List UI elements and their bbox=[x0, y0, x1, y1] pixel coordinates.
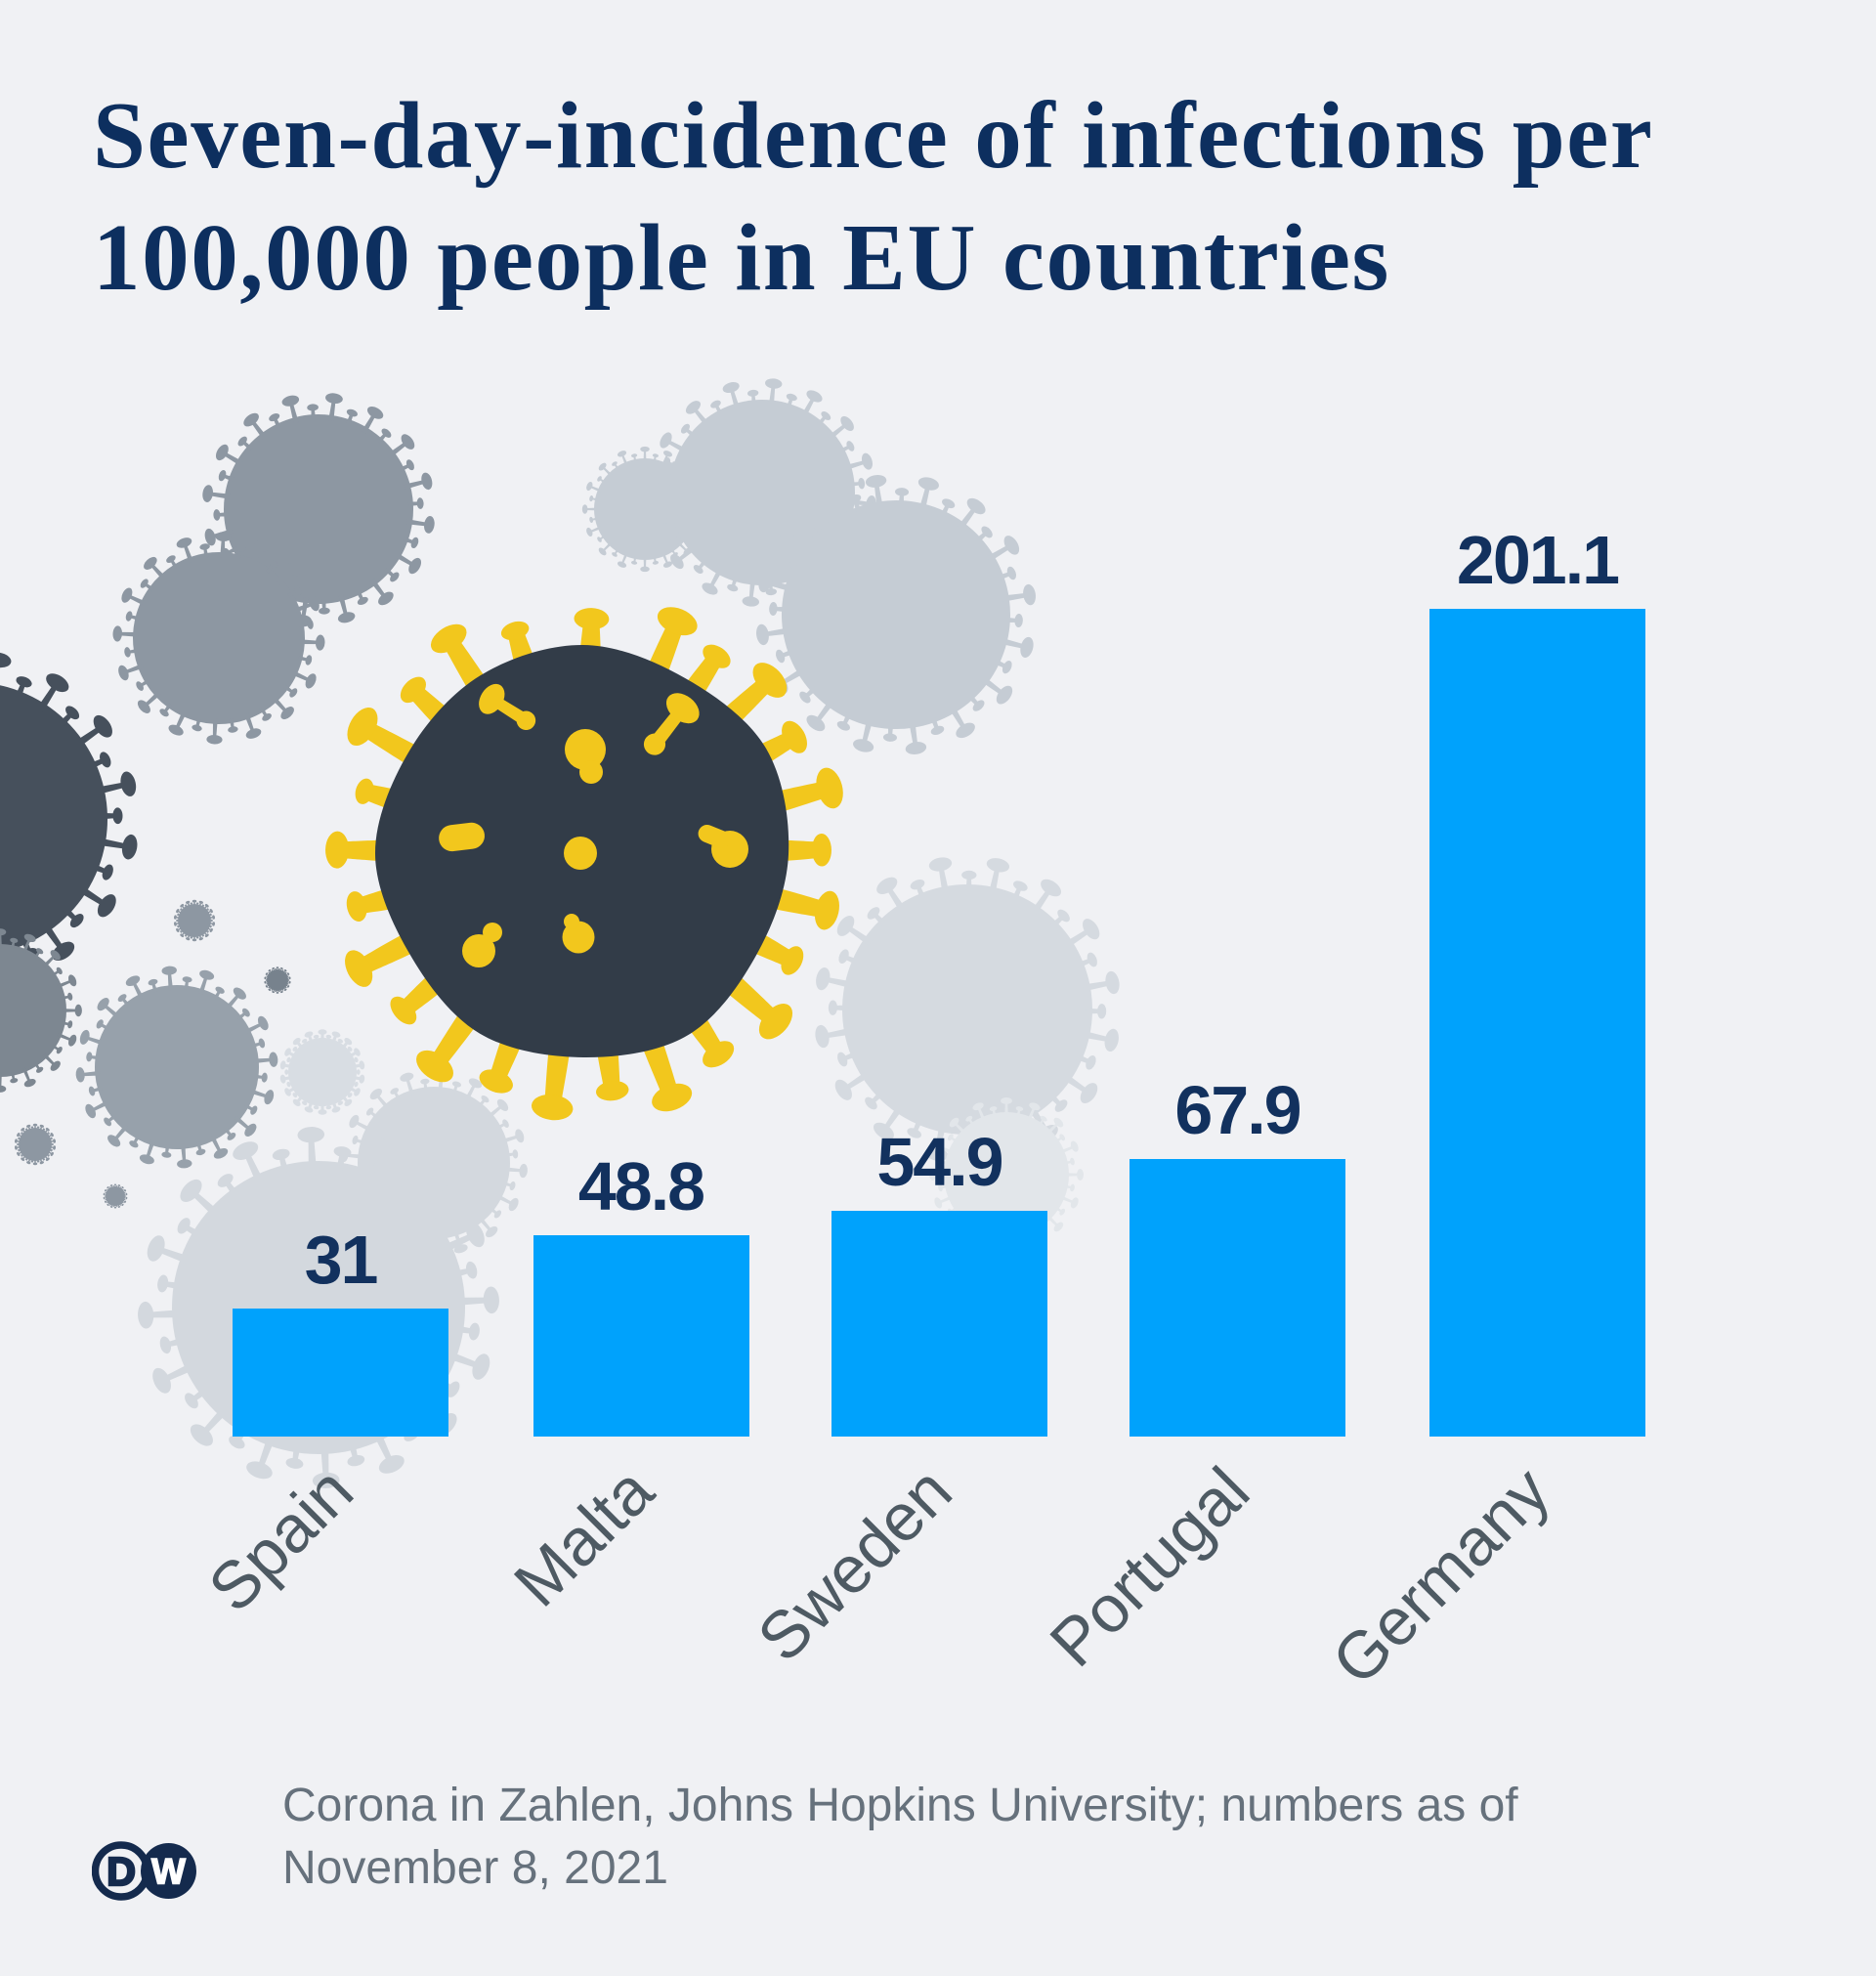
svg-text:W: W bbox=[151, 1852, 186, 1892]
svg-text:D: D bbox=[107, 1849, 136, 1894]
